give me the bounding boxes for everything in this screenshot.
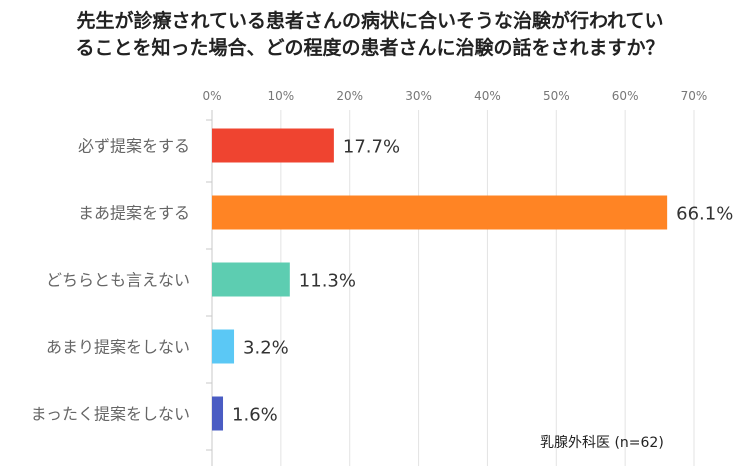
value-label: 66.1% — [676, 204, 733, 225]
value-labels: 17.7% 66.1% 11.3% 3.2% 1.6% — [232, 137, 733, 426]
chart-title-line-2: ることを知った場合、どの程度の患者さんに治験の話をされますか？ — [75, 37, 665, 59]
x-tick-label: 40% — [474, 89, 501, 103]
x-tick-label: 30% — [405, 89, 432, 103]
x-tick-label: 20% — [336, 89, 363, 103]
bar — [212, 128, 334, 163]
sample-note: 乳腺外科医 (n=62) — [540, 435, 664, 451]
bar — [212, 396, 224, 431]
category-label: まったく提案をしない — [31, 405, 190, 424]
x-tick-label: 70% — [681, 89, 708, 103]
category-label: あまり提案をしない — [46, 338, 190, 357]
x-axis-tick-labels: 0% 10% 20% 30% 40% 50% 60% 70% — [202, 89, 707, 103]
x-tick-label: 60% — [612, 89, 639, 103]
x-tick-label: 0% — [202, 89, 221, 103]
x-tick-label: 50% — [543, 89, 570, 103]
category-label: どちらとも言えない — [46, 271, 190, 290]
value-label: 1.6% — [232, 405, 278, 426]
bar — [212, 329, 235, 364]
chart-title-line-1: 先生が診療されている患者さんの病状に合いそうな治験が行われてい — [76, 10, 664, 32]
x-tick-label: 10% — [268, 89, 295, 103]
category-label: 必ず提案をする — [78, 137, 190, 156]
bars — [212, 128, 668, 431]
value-label: 17.7% — [343, 137, 400, 158]
value-label: 3.2% — [243, 338, 289, 359]
category-labels: 必ず提案をするまあ提案をするどちらとも言えないあまり提案をしないまったく提案をし… — [31, 137, 190, 424]
category-label: まあ提案をする — [78, 204, 190, 223]
bar — [212, 262, 290, 297]
bar — [212, 195, 668, 230]
chart-title: 先生が診療されている患者さんの病状に合いそうな治験が行われてい ることを知った場… — [0, 8, 740, 62]
value-label: 11.3% — [299, 271, 356, 292]
gridlines — [206, 110, 695, 466]
